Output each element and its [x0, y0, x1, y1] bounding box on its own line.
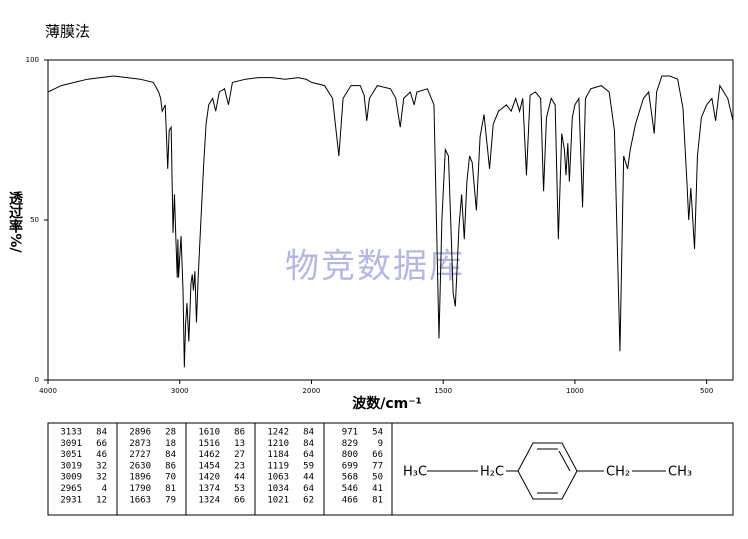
x-tick-label: 4000 — [39, 387, 57, 395]
peak-transmittance: 81 — [165, 484, 176, 494]
peak-wavenumber: 3051 — [60, 450, 82, 460]
peak-transmittance: 28 — [165, 428, 176, 438]
peak-wavenumber: 1374 — [198, 484, 220, 494]
peak-transmittance: 44 — [303, 473, 314, 483]
peak-transmittance: 84 — [303, 428, 314, 438]
peak-transmittance: 66 — [234, 495, 245, 505]
x-tick-label: 1000 — [566, 387, 584, 395]
peak-transmittance: 66 — [96, 439, 107, 449]
peak-wavenumber: 1420 — [198, 473, 220, 483]
peak-wavenumber: 829 — [342, 439, 358, 449]
peak-wavenumber: 1242 — [267, 428, 289, 438]
x-tick-label: 2000 — [303, 387, 321, 395]
peak-wavenumber: 3091 — [60, 439, 82, 449]
y-tick-label: 0 — [35, 376, 39, 384]
peak-wavenumber: 2873 — [129, 439, 151, 449]
peak-wavenumber: 2727 — [129, 450, 151, 460]
peak-wavenumber: 2931 — [60, 495, 82, 505]
x-tick-label: 1500 — [434, 387, 452, 395]
peak-wavenumber: 1896 — [129, 473, 151, 483]
peak-transmittance: 84 — [96, 428, 107, 438]
chart-title: 薄膜法 — [45, 23, 90, 41]
peak-transmittance: 27 — [234, 450, 245, 460]
peak-wavenumber: 971 — [342, 428, 358, 438]
structure-label: H₂C — [480, 465, 504, 480]
peak-transmittance: 84 — [303, 439, 314, 449]
peak-wavenumber: 1454 — [198, 461, 220, 471]
peak-transmittance: 59 — [303, 461, 314, 471]
peak-wavenumber: 1462 — [198, 450, 220, 460]
peak-transmittance: 9 — [378, 439, 383, 449]
peak-wavenumber: 1210 — [267, 439, 289, 449]
peak-wavenumber: 1021 — [267, 495, 289, 505]
x-tick-label: 500 — [700, 387, 713, 395]
peak-wavenumber: 2965 — [60, 484, 82, 494]
peak-transmittance: 81 — [372, 495, 383, 505]
peak-wavenumber: 699 — [342, 461, 358, 471]
peak-wavenumber: 546 — [342, 484, 358, 494]
peak-transmittance: 54 — [372, 428, 383, 438]
peak-wavenumber: 1610 — [198, 428, 220, 438]
peak-transmittance: 86 — [165, 461, 176, 471]
peak-wavenumber: 1034 — [267, 484, 289, 494]
peak-transmittance: 32 — [96, 473, 107, 483]
peak-transmittance: 46 — [96, 450, 107, 460]
x-tick-label: 3000 — [171, 387, 189, 395]
y-tick-label: 50 — [30, 216, 39, 224]
peak-wavenumber: 1663 — [129, 495, 151, 505]
peak-wavenumber: 2630 — [129, 461, 151, 471]
peak-transmittance: 53 — [234, 484, 245, 494]
peak-transmittance: 4 — [102, 484, 107, 494]
peak-wavenumber: 1063 — [267, 473, 289, 483]
peak-transmittance: 62 — [303, 495, 314, 505]
x-axis-label: 波数/cm⁻¹ — [352, 395, 422, 412]
peak-transmittance: 41 — [372, 484, 383, 494]
peak-transmittance: 12 — [96, 495, 107, 505]
peak-wavenumber: 1324 — [198, 495, 220, 505]
peak-wavenumber: 3019 — [60, 461, 82, 471]
y-tick-label: 100 — [26, 56, 39, 64]
structure-label: H₃C — [403, 465, 427, 480]
peak-wavenumber: 2896 — [129, 428, 151, 438]
peak-transmittance: 66 — [372, 450, 383, 460]
peak-transmittance: 79 — [165, 495, 176, 505]
spectrum-line — [47, 75, 734, 368]
peak-transmittance: 50 — [372, 473, 383, 483]
peak-transmittance: 23 — [234, 461, 245, 471]
peak-wavenumber: 800 — [342, 450, 358, 460]
structure-bonds — [427, 442, 666, 500]
y-axis-label: 透过率%/ — [7, 191, 23, 253]
peak-wavenumber: 466 — [342, 495, 358, 505]
peak-wavenumber: 1790 — [129, 484, 151, 494]
peak-wavenumber: 3009 — [60, 473, 82, 483]
peak-wavenumber: 1119 — [267, 461, 289, 471]
peak-wavenumber: 1184 — [267, 450, 289, 460]
peak-transmittance: 64 — [303, 484, 314, 494]
peak-transmittance: 86 — [234, 428, 245, 438]
peak-transmittance: 44 — [234, 473, 245, 483]
plot-frame — [47, 59, 734, 381]
watermark: 物竞数据库 — [285, 247, 465, 287]
peak-transmittance: 18 — [165, 439, 176, 449]
peak-transmittance: 32 — [96, 461, 107, 471]
peak-transmittance: 64 — [303, 450, 314, 460]
peak-transmittance: 84 — [165, 450, 176, 460]
peak-wavenumber: 1516 — [198, 439, 220, 449]
structure-label: CH₂ — [606, 465, 630, 480]
peak-wavenumber: 3133 — [60, 428, 82, 438]
peak-transmittance: 77 — [372, 461, 383, 471]
peak-transmittance: 13 — [234, 439, 245, 449]
table-dividers — [116, 423, 393, 515]
peak-table-frame — [47, 422, 734, 516]
peak-transmittance: 70 — [165, 473, 176, 483]
structure-label: CH₃ — [668, 465, 692, 480]
peak-wavenumber: 568 — [342, 473, 358, 483]
